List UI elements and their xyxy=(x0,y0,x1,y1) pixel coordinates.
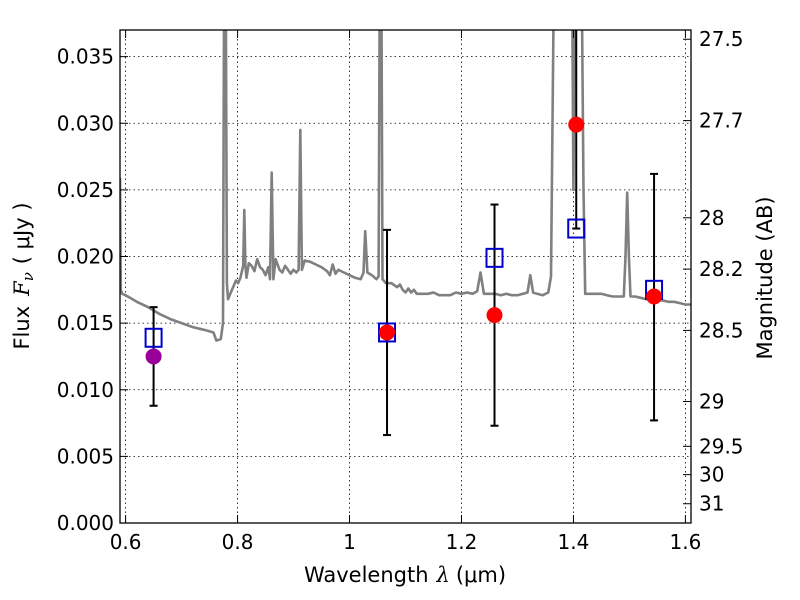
plot-frame xyxy=(119,29,692,524)
x-tick-label: 1.6 xyxy=(669,530,701,554)
x-axis-title: Wavelength λ (μm) xyxy=(304,563,506,587)
x-tick-labels: 0.6 0.8 1 1.2 1.4 1.6 xyxy=(110,530,702,554)
magnitude-tick-label: 30 xyxy=(699,463,724,487)
magnitude-tick-label: 28 xyxy=(699,206,724,230)
template-spectrum xyxy=(120,30,691,342)
magnitude-tick-labels: 27.5 27.7 28 28.2 28.5 29 29.5 30 31 xyxy=(699,27,744,516)
x-axis-title-symbol: λ xyxy=(436,563,450,587)
magnitude-tick-label: 29 xyxy=(699,389,724,413)
y-tick-label: 0.000 xyxy=(57,511,114,535)
spectrum-line xyxy=(120,30,691,342)
y-tick-label: 0.015 xyxy=(57,311,114,335)
observed-flux-point xyxy=(486,307,503,324)
right-axis-title: Magnitude (AB) xyxy=(753,196,777,359)
observed-flux-point xyxy=(646,288,663,305)
magnitude-tick-label: 29.5 xyxy=(699,434,744,458)
x-tick-label: 1 xyxy=(343,530,356,554)
x-axis-title-prefix: Wavelength xyxy=(304,563,429,587)
y-axis-title-symbol: F xyxy=(10,280,34,297)
x-tick-label: 1.2 xyxy=(446,530,478,554)
model-flux-square xyxy=(144,327,163,348)
axis-ticks xyxy=(120,30,691,524)
y-tick-label: 0.005 xyxy=(57,444,114,468)
model-flux-square xyxy=(567,218,586,239)
y-tick-label: 0.020 xyxy=(57,245,114,269)
magnitude-tick-label: 28.5 xyxy=(699,318,744,342)
x-tick-label: 0.8 xyxy=(222,530,254,554)
data-points xyxy=(144,116,664,365)
y-tick-label: 0.010 xyxy=(57,378,114,402)
y-tick-label: 0.035 xyxy=(57,45,114,69)
y-axis-title-prefix: Flux xyxy=(10,306,34,350)
y-tick-labels: 0.000 0.005 0.010 0.015 0.020 0.025 0.030 0.035 xyxy=(57,45,114,535)
observed-flux-point xyxy=(568,116,585,133)
y-axis-title: Flux Fν ( μJy ) xyxy=(10,202,37,349)
observed-flux-point xyxy=(379,324,396,341)
observed-flux-optical-point xyxy=(145,348,162,365)
x-tick-label: 1.4 xyxy=(558,530,590,554)
y-tick-label: 0.025 xyxy=(57,178,114,202)
magnitude-tick-label: 27.5 xyxy=(699,27,744,51)
y-axis-title-unit: ( μJy ) xyxy=(10,202,34,264)
magnitude-tick-label: 27.7 xyxy=(699,109,744,133)
model-flux-square xyxy=(485,247,504,268)
magnitude-tick-label: 28.2 xyxy=(699,257,744,281)
x-tick-label: 0.6 xyxy=(110,530,142,554)
magnitude-tick-label: 31 xyxy=(699,492,724,516)
y-tick-label: 0.030 xyxy=(57,111,114,135)
grid-lines xyxy=(120,30,691,524)
y-axis-title-subscript: ν xyxy=(19,272,37,281)
x-axis-title-unit: (μm) xyxy=(456,563,506,587)
